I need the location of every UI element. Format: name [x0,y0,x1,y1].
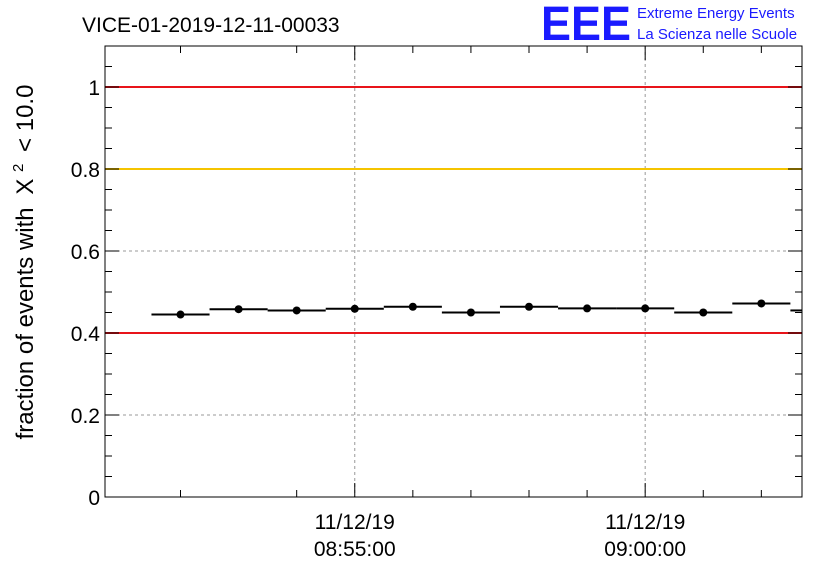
y-tick-label: 0 [88,487,100,510]
chart-title: VICE-01-2019-12-11-00033 [82,14,340,37]
data-point [525,302,534,311]
grid [105,46,802,497]
data-point [292,306,301,315]
y-axis-title-symbol: X [12,179,39,195]
y-axis-title: fraction of events with X 2 < 10.0 [2,85,39,440]
axes: 0 0.2 0.4 0.6 0.8 1 11/12/19 08:55:00 11/12/19 09… [71,45,803,561]
svg-text:fraction of events with: fraction of events with X 2 < 10.0 [2,85,39,440]
data-point [350,304,359,313]
data-point [583,304,592,313]
x-tick-label-time: 09:00:00 [604,538,686,561]
y-tick-label: 0.8 [71,159,100,182]
data-point [466,308,475,317]
y-axis-title-text: fraction of events with [12,207,39,439]
data-point [699,308,708,317]
y-tick-label: 0.2 [71,405,100,428]
plot-frame [104,45,803,498]
data-point [641,304,650,313]
data-point [408,302,417,311]
x-tick-label-time: 08:55:00 [314,538,396,561]
logo-line-1: Extreme Energy Events [637,5,795,22]
data-point [234,305,243,314]
y-axis-title-superscript: 2 [10,164,27,172]
data-series [151,299,802,319]
y-tick-label: 1 [88,77,100,100]
eee-logo: EEE Extreme Energy Events La Scienza nel… [541,0,797,51]
reference-lines [105,86,802,334]
logo-mark: EEE [541,0,631,51]
y-tick-label: 0.4 [71,323,101,346]
y-tick-label: 0.6 [71,241,100,264]
logo-line-2: La Scienza nelle Scuole [637,26,797,43]
x-tick-label-date: 11/12/19 [605,511,685,534]
data-point [176,310,185,319]
x-tick-label-date: 11/12/19 [315,511,395,534]
data-point [757,299,766,308]
y-axis-title-suffix: < 10.0 [12,85,39,152]
